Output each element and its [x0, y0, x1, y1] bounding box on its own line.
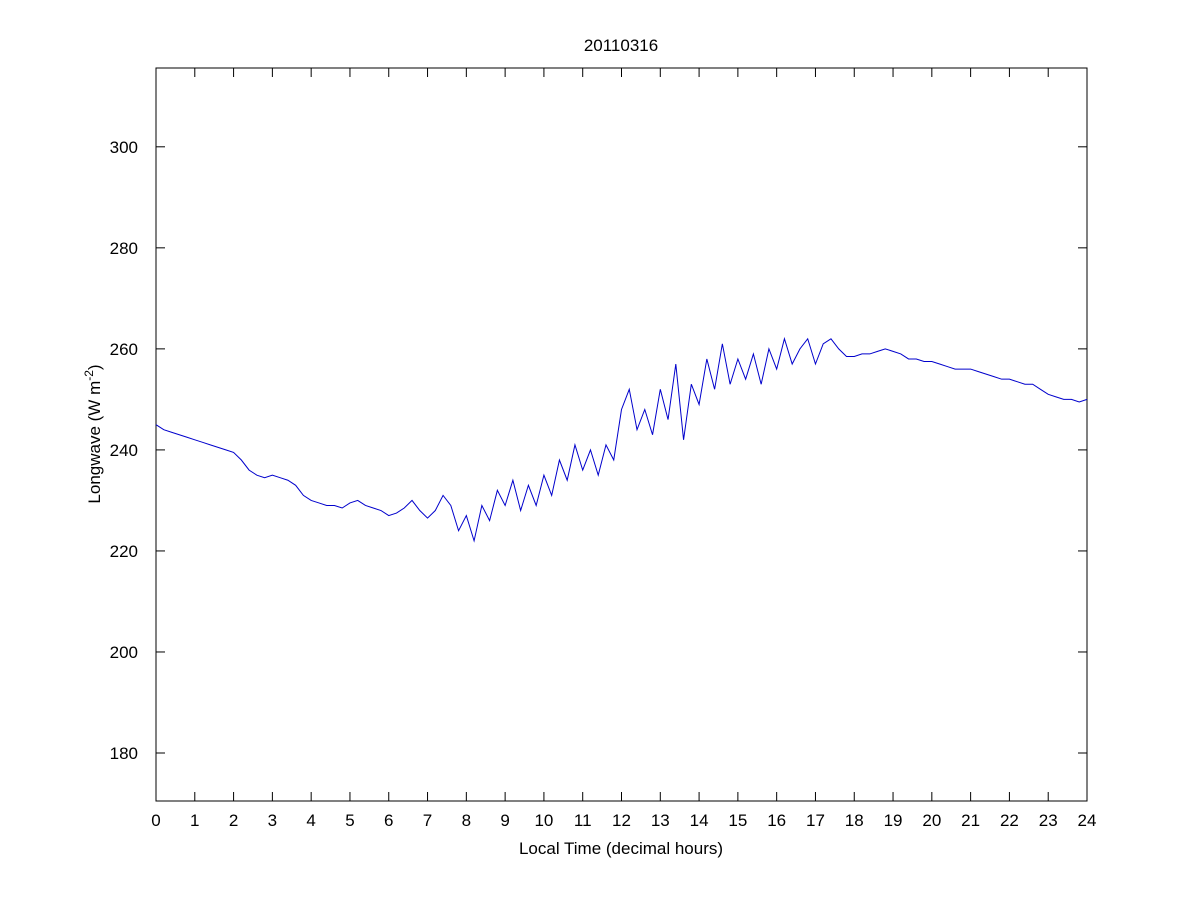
x-tick-label: 12: [612, 811, 631, 830]
x-tick-label: 17: [806, 811, 825, 830]
x-tick-label: 3: [268, 811, 277, 830]
x-tick-label: 15: [728, 811, 747, 830]
x-tick-label: 18: [845, 811, 864, 830]
x-tick-label: 14: [690, 811, 709, 830]
y-tick-label: 240: [110, 441, 138, 460]
x-tick-label: 4: [306, 811, 315, 830]
x-tick-label: 6: [384, 811, 393, 830]
x-tick-label: 2: [229, 811, 238, 830]
x-tick-label: 20: [922, 811, 941, 830]
x-tick-label: 21: [961, 811, 980, 830]
x-axis-label: Local Time (decimal hours): [519, 839, 723, 858]
x-tick-label: 24: [1078, 811, 1097, 830]
x-tick-label: 9: [500, 811, 509, 830]
x-tick-label: 7: [423, 811, 432, 830]
data-line: [155, 336, 1088, 543]
x-tick-label: 5: [345, 811, 354, 830]
y-tick-label: 280: [110, 239, 138, 258]
x-tick-label: 19: [884, 811, 903, 830]
x-tick-label: 11: [574, 811, 592, 830]
y-axis-label-end: ): [85, 364, 104, 370]
plot-frame: [155, 67, 1088, 802]
y-axis-label-text: Longwave (W m: [85, 381, 104, 504]
y-tick-label: 220: [110, 542, 138, 561]
x-tick-label: 8: [462, 811, 471, 830]
x-tick-label: 1: [190, 811, 199, 830]
x-tick-label: 10: [534, 811, 553, 830]
y-tick-label: 180: [110, 744, 138, 763]
x-tick-label: 16: [767, 811, 786, 830]
x-tick-label: 0: [151, 811, 160, 830]
chart-title: 20110316: [584, 36, 658, 55]
x-tick-label: 23: [1039, 811, 1058, 830]
y-axis-label: Longwave (W m-2): [82, 364, 104, 503]
x-tick-label: 22: [1000, 811, 1019, 830]
y-tick-label: 260: [110, 340, 138, 359]
x-tick-label: 13: [651, 811, 670, 830]
y-tick-label: 300: [110, 138, 138, 157]
y-tick-label: 200: [110, 643, 138, 662]
y-axis-label-sup: -2: [82, 370, 96, 381]
